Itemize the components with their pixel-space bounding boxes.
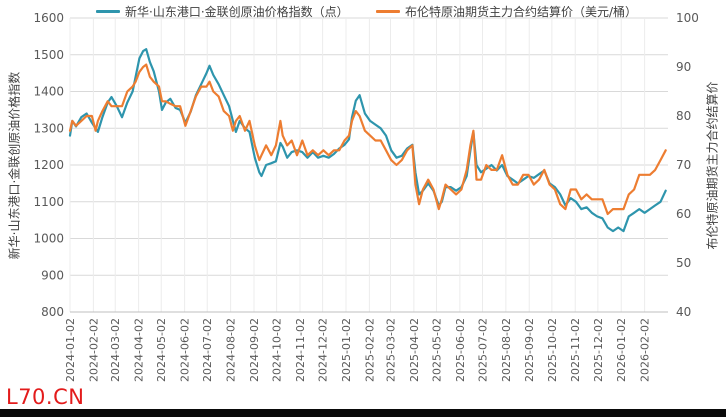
x-tick-label: 2024-01-02 bbox=[64, 318, 77, 382]
legend-item-index: 新华·山东港口·金联创原油价格指数（点） bbox=[96, 3, 349, 20]
x-tick-label: 2025-08-02 bbox=[500, 318, 513, 382]
legend-label-brent: 布伦特原油期货主力合约结算价（美元/桶） bbox=[405, 5, 638, 19]
right-tick-label: 40 bbox=[676, 305, 691, 319]
left-tick-label: 1600 bbox=[33, 11, 64, 25]
right-axis-title: 布伦特原油期货主力合约结算价 bbox=[705, 80, 720, 250]
x-tick-label: 2025-07-02 bbox=[476, 318, 489, 382]
x-tick-label: 2024-11-02 bbox=[294, 318, 307, 382]
x-tick-label: 2024-02-02 bbox=[87, 318, 100, 382]
legend-label-index: 新华·山东港口·金联创原油价格指数（点） bbox=[125, 5, 349, 19]
left-tick-label: 1200 bbox=[33, 158, 64, 172]
series-line-index bbox=[68, 48, 667, 233]
left-tick-label: 1400 bbox=[33, 85, 64, 99]
x-tick-label: 2025-12-02 bbox=[592, 318, 605, 382]
x-tick-label: 2025-05-02 bbox=[430, 318, 443, 382]
x-tick-label: 2024-10-02 bbox=[271, 318, 284, 382]
series-line-brent bbox=[68, 63, 667, 216]
left-tick-label: 1000 bbox=[33, 232, 64, 246]
x-tick-label: 2026-02-02 bbox=[639, 318, 652, 382]
left-tick-label: 1100 bbox=[33, 195, 64, 209]
x-tick-label: 2025-06-02 bbox=[454, 318, 467, 382]
x-tick-label: 2024-12-02 bbox=[317, 318, 330, 382]
x-tick-label: 2024-08-02 bbox=[225, 318, 238, 382]
right-tick-label: 70 bbox=[676, 158, 691, 172]
right-tick-label: 50 bbox=[676, 256, 691, 270]
right-tick-label: 80 bbox=[676, 109, 691, 123]
right-tick-label: 100 bbox=[676, 11, 699, 25]
x-tick-label: 2025-01-02 bbox=[340, 318, 353, 382]
legend-swatch-brent bbox=[376, 10, 400, 13]
x-tick-label: 2025-04-02 bbox=[408, 318, 421, 382]
x-tick-label: 2026-01-02 bbox=[615, 318, 628, 382]
left-tick-label: 900 bbox=[41, 268, 64, 282]
bottom-bar bbox=[0, 409, 726, 417]
right-tick-label: 90 bbox=[676, 60, 691, 74]
x-tick-label: 2024-07-02 bbox=[201, 318, 214, 382]
left-tick-label: 1300 bbox=[33, 121, 64, 135]
left-axis-title: 新华·山东港口·金联创原油价格指数 bbox=[7, 71, 22, 259]
x-tick-label: 2025-11-02 bbox=[569, 318, 582, 382]
left-tick-label: 800 bbox=[41, 305, 64, 319]
x-tick-label: 2025-03-02 bbox=[384, 318, 397, 382]
x-tick-label: 2024-03-02 bbox=[109, 318, 122, 382]
x-tick-label: 2024-04-02 bbox=[133, 318, 146, 382]
x-tick-label: 2024-09-02 bbox=[248, 318, 261, 382]
x-tick-label: 2025-02-02 bbox=[363, 318, 376, 382]
left-tick-label: 1500 bbox=[33, 48, 64, 62]
legend-swatch-index bbox=[96, 10, 120, 13]
x-tick-label: 2024-05-02 bbox=[155, 318, 168, 382]
x-tick-label: 2024-06-02 bbox=[179, 318, 192, 382]
watermark-logo: L70.CN bbox=[6, 385, 85, 409]
x-tick-label: 2025-10-02 bbox=[546, 318, 559, 382]
legend-item-brent: 布伦特原油期货主力合约结算价（美元/桶） bbox=[376, 3, 637, 20]
x-tick-label: 2025-09-02 bbox=[523, 318, 536, 382]
right-tick-label: 60 bbox=[676, 207, 691, 221]
